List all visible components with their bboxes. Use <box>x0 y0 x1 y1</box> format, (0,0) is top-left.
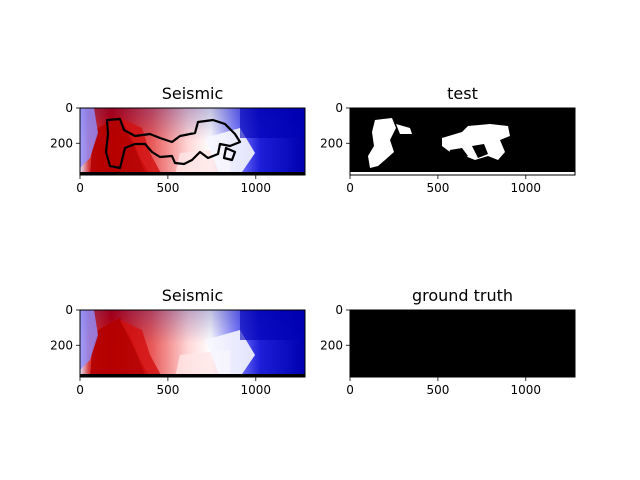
seismic-image <box>80 108 305 175</box>
x-tick-label: 1000 <box>511 181 542 195</box>
panel-title: test <box>447 84 478 103</box>
ground-truth-image <box>350 310 575 377</box>
axis-ticks: 0 500 1000 0 200 <box>50 101 271 195</box>
x-tick-label: 0 <box>346 181 354 195</box>
seismic-image <box>80 310 305 377</box>
axes-frame <box>79 309 306 378</box>
test-mask-panel: test 0 500 1000 0 200 <box>320 84 576 195</box>
y-tick-label: 200 <box>320 338 343 352</box>
ground-truth-panel: ground truth 0 500 1000 0 200 <box>320 286 576 397</box>
axes-frame <box>349 309 576 378</box>
x-tick-label: 500 <box>156 383 179 397</box>
axis-ticks: 0 500 1000 0 200 <box>50 303 271 397</box>
x-tick-label: 1000 <box>511 383 542 397</box>
seismic-contour-panel: Seismic 0 500 1000 0 200 <box>50 84 306 195</box>
y-tick-label: 0 <box>65 303 73 317</box>
x-tick-label: 1000 <box>241 383 272 397</box>
prediction-contour <box>104 117 242 170</box>
axis-ticks: 0 500 1000 0 200 <box>320 303 541 397</box>
x-tick-label: 500 <box>156 181 179 195</box>
x-tick-label: 0 <box>76 181 84 195</box>
panel-title: ground truth <box>412 286 513 305</box>
y-tick-label: 0 <box>65 101 73 115</box>
y-tick-label: 200 <box>320 136 343 150</box>
x-tick-label: 0 <box>76 383 84 397</box>
axes-frame <box>79 107 306 176</box>
test-mask-image <box>350 108 575 175</box>
seismic-panel: Seismic 0 500 1000 0 200 <box>50 286 306 397</box>
panel-title: Seismic <box>162 84 224 103</box>
x-tick-label: 500 <box>426 383 449 397</box>
x-tick-label: 0 <box>346 383 354 397</box>
y-tick-label: 200 <box>50 136 73 150</box>
x-tick-label: 500 <box>426 181 449 195</box>
axis-ticks: 0 500 1000 0 200 <box>320 101 541 195</box>
y-tick-label: 0 <box>335 101 343 115</box>
x-tick-label: 1000 <box>241 181 272 195</box>
axes-frame <box>349 107 576 176</box>
y-tick-label: 200 <box>50 338 73 352</box>
panel-title: Seismic <box>162 286 224 305</box>
y-tick-label: 0 <box>335 303 343 317</box>
